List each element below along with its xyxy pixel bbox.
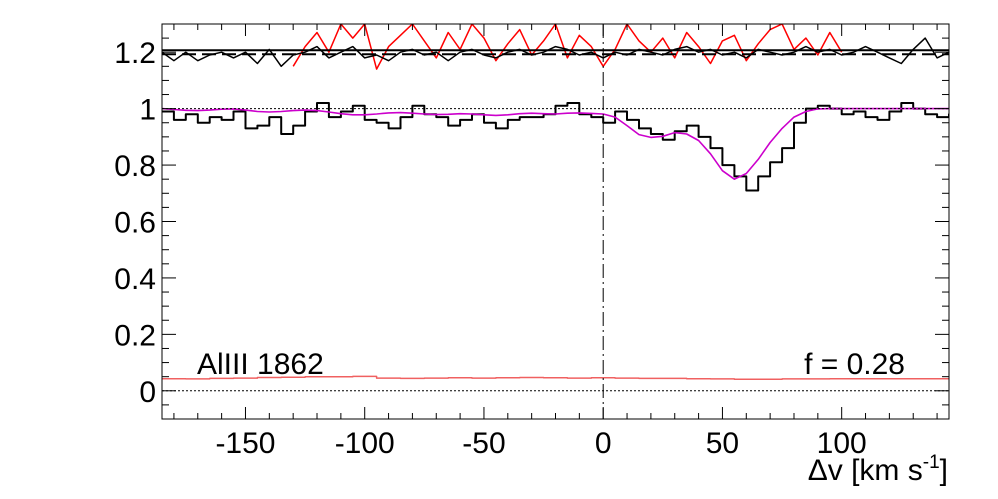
axis-ticks (162, 23, 949, 420)
x-tick-label: -50 (462, 427, 505, 460)
y-tick-label: 0 (139, 376, 156, 409)
series-flux (162, 102, 949, 192)
x-axis-title-superscript: -1 (923, 452, 940, 473)
x-tick-label: 0 (595, 427, 612, 460)
line-label-annotation: AlIII 1862 (197, 348, 324, 381)
x-tick-label: 50 (706, 427, 739, 460)
series-model (162, 107, 949, 180)
y-tick-label: 0.6 (114, 207, 156, 240)
x-tick-label: 100 (817, 427, 867, 460)
x-tick-label: -150 (215, 427, 275, 460)
axis-tick-labels: -150 -100 -50 0 50 100 0 0.2 0.4 0.6 0.8 1 1.2 (114, 37, 866, 460)
y-tick-label: 0.4 (114, 263, 156, 296)
y-tick-label: 1.2 (114, 37, 156, 70)
y-tick-label: 0.2 (114, 319, 156, 352)
x-axis-title-close: ] (940, 454, 948, 487)
y-tick-label: 0.8 (114, 150, 156, 183)
x-axis-title-main: Δv [km s (808, 454, 923, 487)
x-axis-title: Δv [km s-1] (808, 452, 948, 487)
x-tick-label: -100 (335, 427, 395, 460)
y-tick-label: 1 (139, 94, 156, 127)
reference-lines (162, 24, 949, 419)
f-value-annotation: f = 0.28 (804, 348, 905, 381)
series-error (162, 375, 949, 380)
